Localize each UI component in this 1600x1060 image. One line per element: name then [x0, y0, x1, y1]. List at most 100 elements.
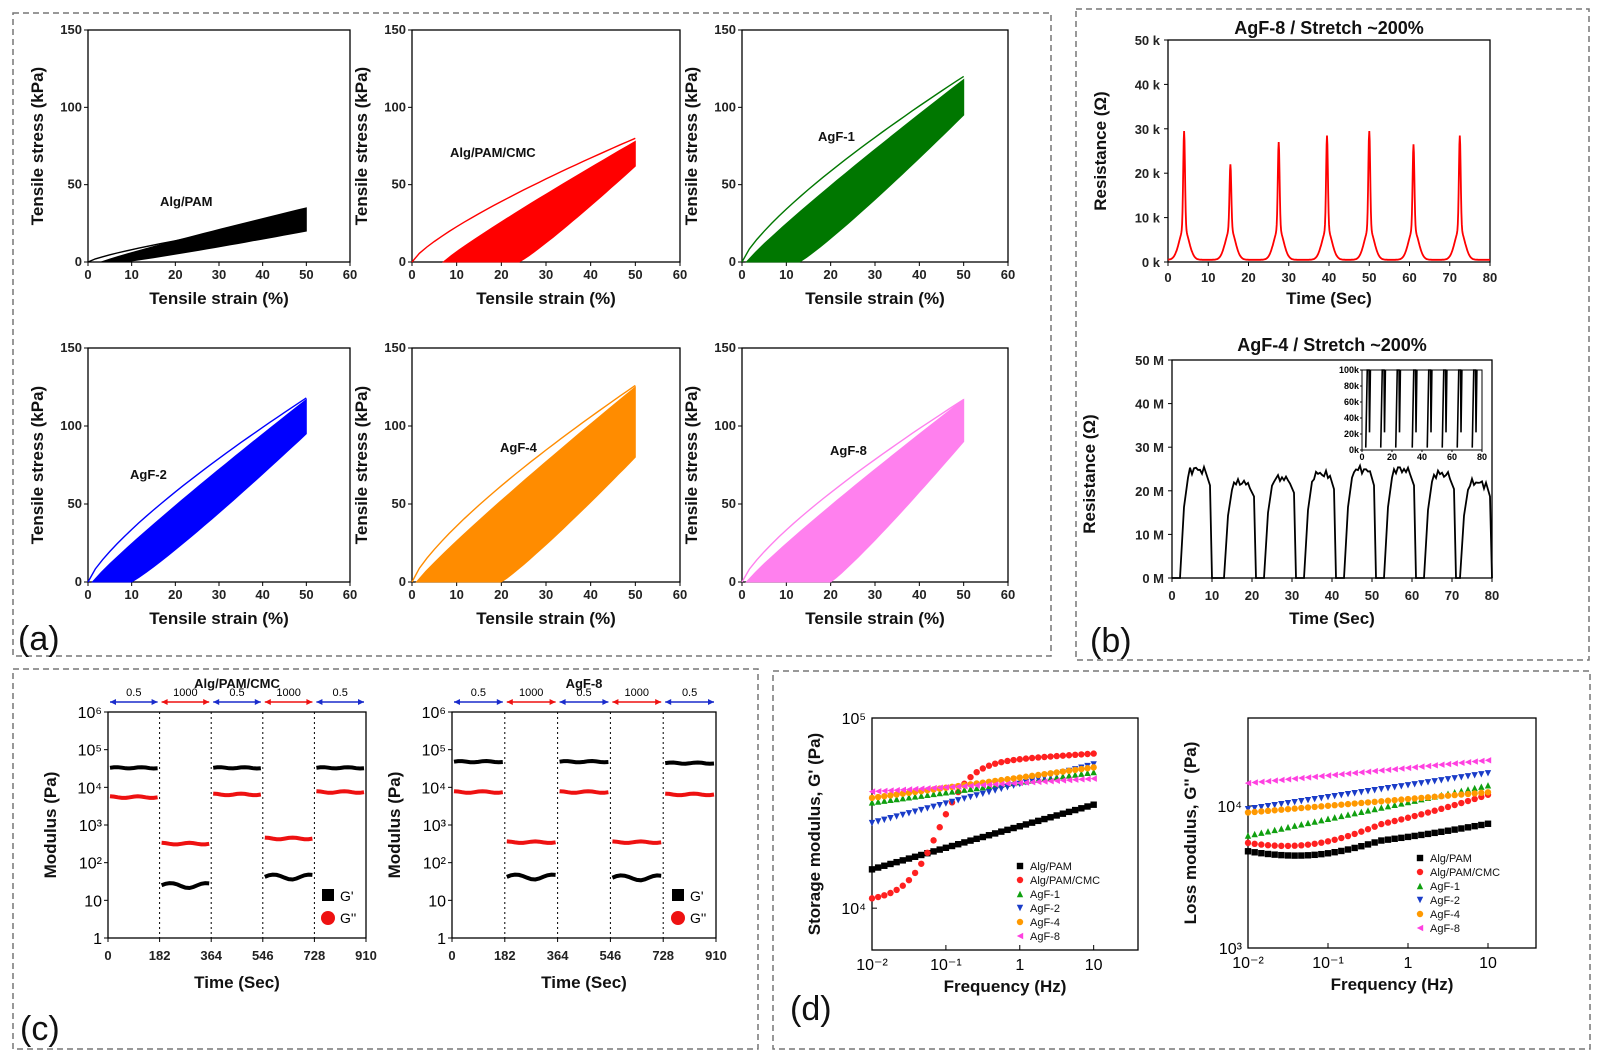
inset-x-tick-label: 60: [1447, 452, 1457, 462]
data-point: [1264, 842, 1272, 849]
chart-a2: 0 10 20 30 40 50 60 0 50 100 150 Tensile strain (%)…: [352, 22, 687, 308]
data-point: [1424, 762, 1432, 770]
x-axis-label: Tensile strain (%): [149, 609, 289, 628]
data-point: [1244, 832, 1252, 839]
legend-label: AgF-8: [1030, 931, 1060, 943]
data-point: [1378, 786, 1385, 793]
data-point: [1384, 836, 1392, 843]
data-point: [1424, 794, 1432, 801]
data-point: [1398, 834, 1405, 842]
data-point: [1411, 781, 1418, 788]
series-annotation: AgF-1: [818, 129, 855, 144]
first-cycle-curve: [87, 218, 307, 263]
x-axis-label: Tensile strain (%): [476, 289, 616, 308]
x-tick-label: 364: [547, 948, 569, 963]
data-point: [1391, 801, 1398, 809]
data-point: [1041, 770, 1048, 778]
data-point: [1035, 778, 1042, 786]
data-point: [1398, 800, 1405, 807]
legend-label: AgF-2: [1430, 895, 1460, 907]
x-tick-label: 10⁻²: [1232, 955, 1264, 972]
resistance-trace: [1172, 463, 1493, 579]
data-point: [1311, 773, 1318, 780]
data-point: [1065, 772, 1073, 779]
data-point: [985, 788, 993, 796]
y-tick-label: 10⁵: [422, 743, 446, 760]
panel-label-a: (a): [18, 620, 60, 658]
data-point: [905, 810, 913, 817]
data-point: [1371, 787, 1378, 794]
data-point: [1391, 784, 1398, 791]
panel-label-c: (c): [20, 1010, 60, 1048]
data-point: [1458, 774, 1465, 781]
data-point: [1424, 809, 1432, 816]
data-point: [967, 837, 974, 844]
data-point: [1047, 753, 1054, 760]
x-tick-label: 40: [1322, 270, 1336, 285]
x-tick-label: 30: [1282, 270, 1296, 285]
data-point: [1278, 851, 1285, 859]
data-point: [1278, 776, 1285, 784]
data-point: [1291, 852, 1298, 859]
data-point: [1464, 797, 1472, 805]
data-point: [905, 876, 913, 884]
legend-label-g-prime: G': [340, 888, 354, 904]
arrowhead-left: [454, 699, 460, 705]
data-point: [1378, 837, 1385, 844]
data-point: [918, 851, 925, 859]
x-tick-label: 60: [1001, 267, 1015, 282]
x-tick-label: 728: [652, 948, 674, 963]
x-tick-label: 40: [912, 267, 926, 282]
data-point: [1053, 812, 1060, 819]
data-point: [881, 787, 888, 795]
y-tick-label: 50: [392, 177, 406, 192]
y-tick-label: 40 k: [1135, 77, 1161, 92]
x-tick-label: 20: [494, 267, 508, 282]
data-point: [1010, 824, 1017, 832]
x-tick-label: 30: [868, 267, 882, 282]
y-tick-label: 20 k: [1135, 166, 1161, 181]
inset-spike: [1426, 369, 1433, 448]
data-point: [973, 835, 980, 843]
data-point: [887, 889, 894, 897]
data-point: [979, 783, 987, 791]
y-axis-label: Tensile stress (kPa): [682, 386, 701, 544]
data-point: [1451, 791, 1458, 799]
y-tick-label: 10²: [79, 856, 103, 873]
data-point: [1416, 882, 1424, 890]
segment-label: 1000: [519, 687, 543, 699]
data-point: [868, 866, 876, 873]
data-point: [1371, 839, 1378, 846]
data-point: [1331, 836, 1338, 843]
x-tick-label: 10: [1201, 270, 1215, 285]
data-point: [1358, 843, 1365, 850]
data-point: [1351, 769, 1358, 777]
data-point: [1398, 765, 1405, 772]
data-point: [955, 797, 962, 804]
data-point: [1304, 774, 1312, 781]
data-point: [1053, 777, 1060, 784]
x-tick-label: 10: [449, 587, 463, 602]
data-point: [1251, 808, 1258, 816]
data-point: [1318, 803, 1325, 810]
data-point: [911, 785, 919, 793]
data-point: [1478, 789, 1485, 797]
data-point: [1404, 795, 1412, 803]
data-point: [1411, 832, 1418, 840]
plot-frame: [1247, 717, 1537, 949]
y-tick-label: 100: [714, 418, 736, 433]
x-tick-label: 30: [868, 587, 882, 602]
data-point: [1331, 814, 1338, 821]
data-point: [1351, 830, 1358, 838]
data-point: [1311, 851, 1318, 859]
panel-label-d: (d): [790, 990, 832, 1028]
data-point: [899, 794, 906, 802]
g-double-prime-segment: [316, 789, 365, 795]
inset-x-tick-label: 80: [1477, 452, 1487, 462]
x-tick-label: 60: [673, 587, 687, 602]
data-point: [1065, 808, 1073, 816]
data-point: [967, 782, 974, 790]
arrowhead-right: [358, 699, 364, 705]
panel-b-frame: [1075, 8, 1590, 661]
x-tick-label: 182: [149, 948, 171, 963]
